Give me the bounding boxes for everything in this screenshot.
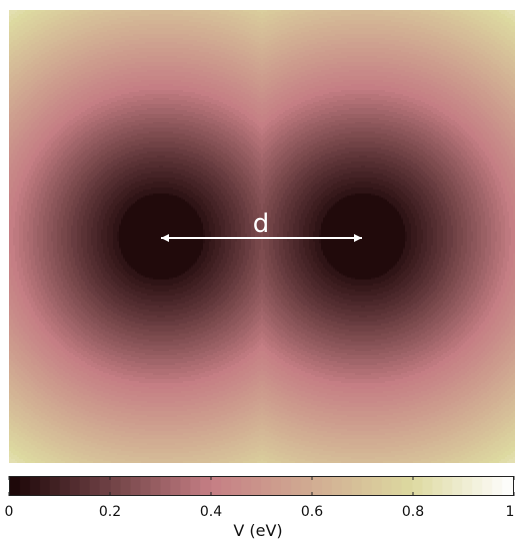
colorbar-tick-label-2: 0.4 [199, 504, 223, 520]
colorbar-gradient [9, 476, 514, 496]
distance-annotation: d [161, 209, 362, 242]
colorbar-tick-label-3: 0.6 [300, 504, 324, 520]
right-arrowhead [354, 234, 362, 242]
distance-label: d [253, 209, 270, 239]
potential-heatmap [9, 10, 515, 463]
left-arrowhead [161, 234, 169, 242]
colorbar-label: V (eV) [233, 521, 283, 540]
colorbar-tick-label-0: 0 [4, 504, 14, 520]
colorbar-tick-label-4: 0.8 [401, 504, 425, 520]
colorbar [8, 476, 515, 496]
colorbar-tick-label-1: 0.2 [98, 504, 122, 520]
colorbar-ticks [8, 476, 515, 496]
colorbar-tick-label-5: 1 [505, 504, 515, 520]
